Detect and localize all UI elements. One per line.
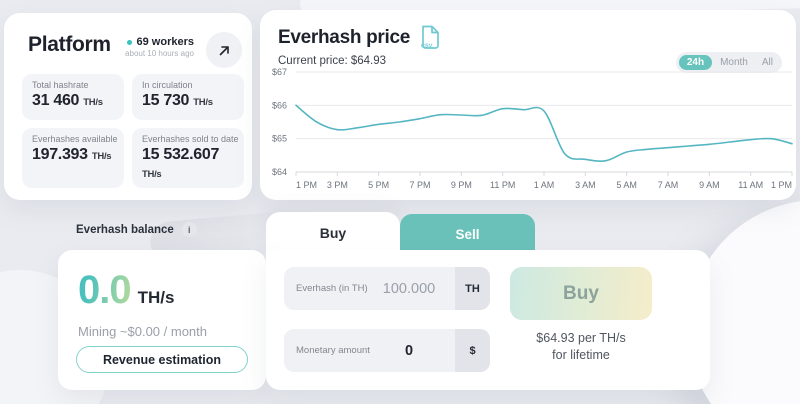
price-per-th-note: $64.93 per TH/s for lifetime xyxy=(536,331,626,362)
stat-in-circulation: In circulation 15 730 TH/s xyxy=(132,74,244,120)
online-dot-icon xyxy=(126,39,132,45)
balance-unit: TH/s xyxy=(137,288,175,307)
monetary-field-label: Monetary amount xyxy=(296,345,370,356)
stat-everhashes-available: Everhashes available 197.393 TH/s xyxy=(22,128,124,188)
svg-text:9 AM: 9 AM xyxy=(699,180,720,190)
range-24h[interactable]: 24h xyxy=(678,55,713,70)
balance-panel: 0.0 TH/s Mining ~$0.00 / month Revenue e… xyxy=(58,250,266,390)
csv-file-icon: CSV xyxy=(420,25,441,53)
monetary-field-unit: $ xyxy=(455,329,490,372)
platform-stats: Total hashrate 31 460 TH/s In circulatio… xyxy=(22,74,244,188)
svg-text:$66: $66 xyxy=(272,100,287,110)
svg-text:7 PM: 7 PM xyxy=(409,180,430,190)
monetary-field-value[interactable]: 0 xyxy=(404,342,414,359)
svg-text:$67: $67 xyxy=(272,67,287,77)
download-csv-button[interactable]: CSV xyxy=(420,25,441,50)
everhash-amount-field[interactable]: Everhash (in TH) 100.000 TH xyxy=(284,267,490,310)
workers-count: 69 workers xyxy=(136,36,194,48)
svg-text:11 PM: 11 PM xyxy=(490,180,515,190)
platform-panel: Platform 69 workers about 10 hours ago T… xyxy=(4,13,252,200)
current-price: Current price: $64.93 xyxy=(278,55,387,67)
price-panel: Everhash price CSV Current price: $64.93… xyxy=(260,10,796,200)
arrow-up-right-icon xyxy=(218,44,231,57)
everhash-field-label: Everhash (in TH) xyxy=(296,283,368,294)
platform-title: Platform xyxy=(28,33,111,56)
price-chart: $67 $66 $65 $64 1 PM 3 PM 5 PM 7 PM 9 PM 11 PM 1 A… xyxy=(272,67,793,190)
buy-button[interactable]: Buy xyxy=(510,267,652,320)
trade-panel: Everhash (in TH) 100.000 TH Monetary amo… xyxy=(266,250,710,390)
revenue-estimation-button[interactable]: Revenue estimation xyxy=(76,346,248,373)
svg-text:3 AM: 3 AM xyxy=(575,180,596,190)
svg-text:7 AM: 7 AM xyxy=(658,180,679,190)
balance-label: Everhash balance xyxy=(76,223,174,236)
svg-text:$65: $65 xyxy=(272,134,287,144)
mining-estimate: Mining ~$0.00 / month xyxy=(78,324,207,339)
workers-updated: about 10 hours ago xyxy=(125,49,194,58)
tab-buy[interactable]: Buy xyxy=(266,212,400,254)
svg-text:5 PM: 5 PM xyxy=(368,180,389,190)
range-toggle: 24h Month All xyxy=(675,52,782,73)
monetary-amount-field[interactable]: Monetary amount 0 $ xyxy=(284,329,490,372)
range-all[interactable]: All xyxy=(761,57,773,68)
svg-text:11 AM: 11 AM xyxy=(738,180,763,190)
svg-text:3 PM: 3 PM xyxy=(327,180,348,190)
tab-sell[interactable]: Sell xyxy=(400,214,535,254)
svg-text:1 PM: 1 PM xyxy=(296,180,317,190)
svg-text:5 AM: 5 AM xyxy=(616,180,637,190)
stat-everhashes-sold: Everhashes sold to date 15 532.607 TH/s xyxy=(132,128,244,188)
svg-text:$64: $64 xyxy=(272,167,287,177)
workers-status: 69 workers about 10 hours ago xyxy=(125,36,194,58)
balance-amount: 0.0 xyxy=(78,268,132,312)
svg-text:9 PM: 9 PM xyxy=(451,180,472,190)
svg-text:CSV: CSV xyxy=(421,44,433,50)
range-month[interactable]: Month xyxy=(720,57,748,68)
info-icon[interactable]: i xyxy=(181,222,197,237)
stat-total-hashrate: Total hashrate 31 460 TH/s xyxy=(22,74,124,120)
price-title: Everhash price xyxy=(278,26,411,48)
svg-text:1 AM: 1 AM xyxy=(534,180,555,190)
open-platform-button[interactable] xyxy=(206,32,242,68)
everhash-field-unit: TH xyxy=(455,267,490,310)
everhash-field-value[interactable]: 100.000 xyxy=(382,280,436,297)
svg-text:1 PM: 1 PM xyxy=(771,180,792,190)
